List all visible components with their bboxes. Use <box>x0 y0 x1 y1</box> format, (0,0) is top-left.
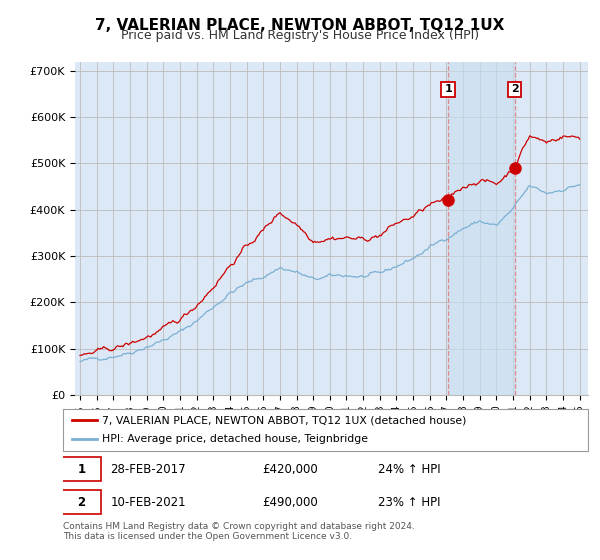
Text: 7, VALERIAN PLACE, NEWTON ABBOT, TQ12 1UX: 7, VALERIAN PLACE, NEWTON ABBOT, TQ12 1U… <box>95 18 505 33</box>
Text: Price paid vs. HM Land Registry's House Price Index (HPI): Price paid vs. HM Land Registry's House … <box>121 29 479 42</box>
Text: 1: 1 <box>444 85 452 95</box>
Text: £420,000: £420,000 <box>263 463 318 476</box>
Text: 10-FEB-2021: 10-FEB-2021 <box>110 496 186 508</box>
Text: 28-FEB-2017: 28-FEB-2017 <box>110 463 186 476</box>
Text: Contains HM Land Registry data © Crown copyright and database right 2024.
This d: Contains HM Land Registry data © Crown c… <box>63 522 415 542</box>
Text: 7, VALERIAN PLACE, NEWTON ABBOT, TQ12 1UX (detached house): 7, VALERIAN PLACE, NEWTON ABBOT, TQ12 1U… <box>103 415 467 425</box>
Text: 23% ↑ HPI: 23% ↑ HPI <box>378 496 440 508</box>
Text: 1: 1 <box>77 463 85 476</box>
Text: £490,000: £490,000 <box>263 496 318 508</box>
FancyBboxPatch shape <box>62 491 101 514</box>
Text: HPI: Average price, detached house, Teignbridge: HPI: Average price, detached house, Teig… <box>103 435 368 445</box>
Text: 24% ↑ HPI: 24% ↑ HPI <box>378 463 440 476</box>
Bar <box>448 62 515 395</box>
FancyBboxPatch shape <box>63 409 588 451</box>
Text: 2: 2 <box>511 85 518 95</box>
Text: 2: 2 <box>77 496 85 508</box>
FancyBboxPatch shape <box>62 458 101 481</box>
